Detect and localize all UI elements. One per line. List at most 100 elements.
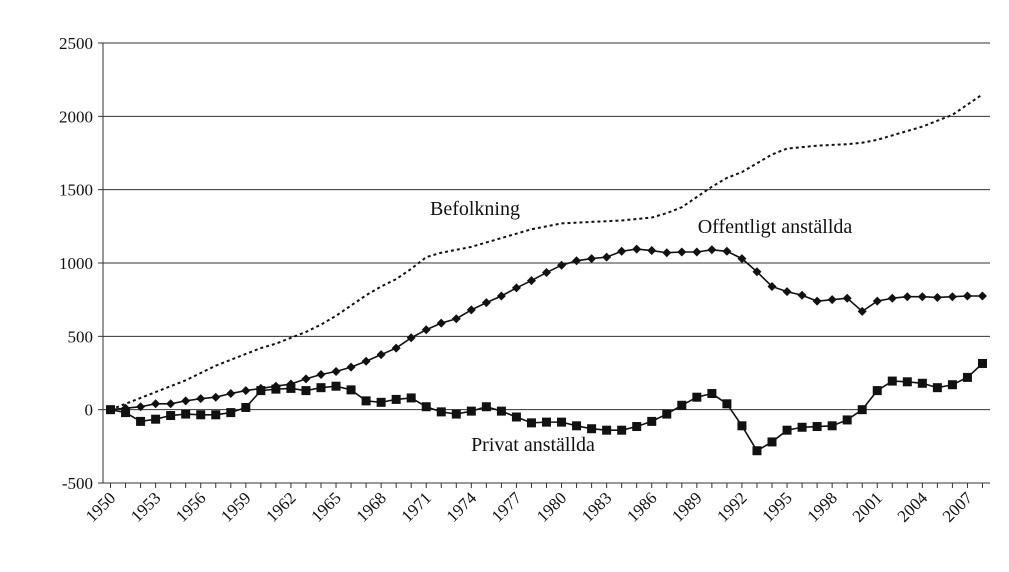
point-marker [346,362,356,372]
point-marker [421,402,431,412]
point-marker [917,292,927,302]
x-tick-label: 2004 [894,488,932,526]
y-tick-label: -500 [62,474,93,493]
y-tick-label: 1000 [59,254,93,273]
point-marker [136,402,146,412]
point-marker [436,407,446,417]
x-tick-label: 1959 [217,488,254,525]
point-marker [737,421,747,431]
point-marker [632,244,642,254]
x-tick-label: 1980 [533,488,570,525]
point-marker [887,376,897,386]
x-tick-label: 2001 [849,488,886,525]
point-marker [917,378,927,388]
point-marker [526,418,536,428]
point-marker [241,386,251,396]
point-marker [977,358,987,368]
point-marker [902,292,912,302]
point-marker [662,248,672,258]
point-marker [722,246,732,256]
point-marker [211,392,221,402]
point-marker [406,393,416,403]
point-marker [511,412,521,422]
point-marker [421,325,431,335]
x-tick-label: 1953 [127,488,164,525]
point-marker [361,396,371,406]
point-marker [587,254,597,264]
x-tick-label: 1950 [82,488,119,525]
point-marker [752,267,762,277]
x-tick-label: 1977 [488,488,526,526]
point-marker [557,417,567,427]
point-marker [136,416,146,426]
point-marker [542,268,551,278]
point-marker [271,384,281,394]
y-tick-label: 0 [85,401,94,420]
point-marker [647,416,657,426]
point-marker [842,415,852,425]
point-marker [722,399,732,409]
y-tick-label: 2000 [59,107,93,126]
point-marker [932,383,942,393]
point-marker [857,306,867,316]
point-marker [767,281,777,291]
point-marker [977,291,987,301]
point-marker [526,276,536,286]
point-marker [677,247,687,257]
point-marker [677,400,687,410]
point-marker [196,394,206,404]
point-marker [121,408,131,418]
x-tick-label: 1971 [398,488,435,525]
point-marker [436,318,446,328]
x-tick-label: 1992 [713,488,750,525]
point-marker [406,333,416,343]
x-tick-label: 1962 [262,488,299,525]
point-marker [782,287,792,297]
x-tick-label: 1956 [172,488,209,525]
point-marker [496,291,506,301]
point-marker [572,256,582,266]
point-marker [932,292,942,302]
point-marker [331,381,341,391]
x-tick-label: 1989 [668,488,705,525]
point-marker [542,417,551,427]
point-marker [331,367,341,377]
point-marker [301,374,311,384]
point-marker [902,377,912,387]
point-marker [376,397,386,407]
point-marker [451,409,461,419]
point-marker [481,402,491,412]
point-marker [466,406,476,416]
point-marker [812,296,822,306]
x-tick-label: 1986 [623,488,660,525]
point-marker [196,410,206,420]
point-marker [587,424,597,434]
point-marker [511,283,521,293]
point-marker [151,414,161,424]
point-marker [241,402,251,412]
point-marker [572,421,582,431]
point-marker [632,422,642,432]
point-marker [376,350,386,360]
point-marker [226,408,236,418]
point-marker [737,254,747,264]
point-marker [797,422,807,432]
point-marker [166,411,176,421]
point-marker [797,290,807,300]
point-marker [872,296,882,306]
point-marker [361,356,371,366]
series-label: Privat anställda [471,434,595,456]
point-marker [707,389,717,399]
point-marker [181,396,191,406]
x-tick-label: 1998 [803,488,840,525]
point-marker [857,405,867,415]
point-marker [827,421,837,431]
series-label: Befolkning [430,198,520,220]
point-marker [692,247,702,257]
point-marker [466,305,476,315]
point-marker [827,295,837,305]
point-marker [166,399,176,409]
point-marker [496,406,506,416]
y-tick-label: 1500 [59,181,93,200]
